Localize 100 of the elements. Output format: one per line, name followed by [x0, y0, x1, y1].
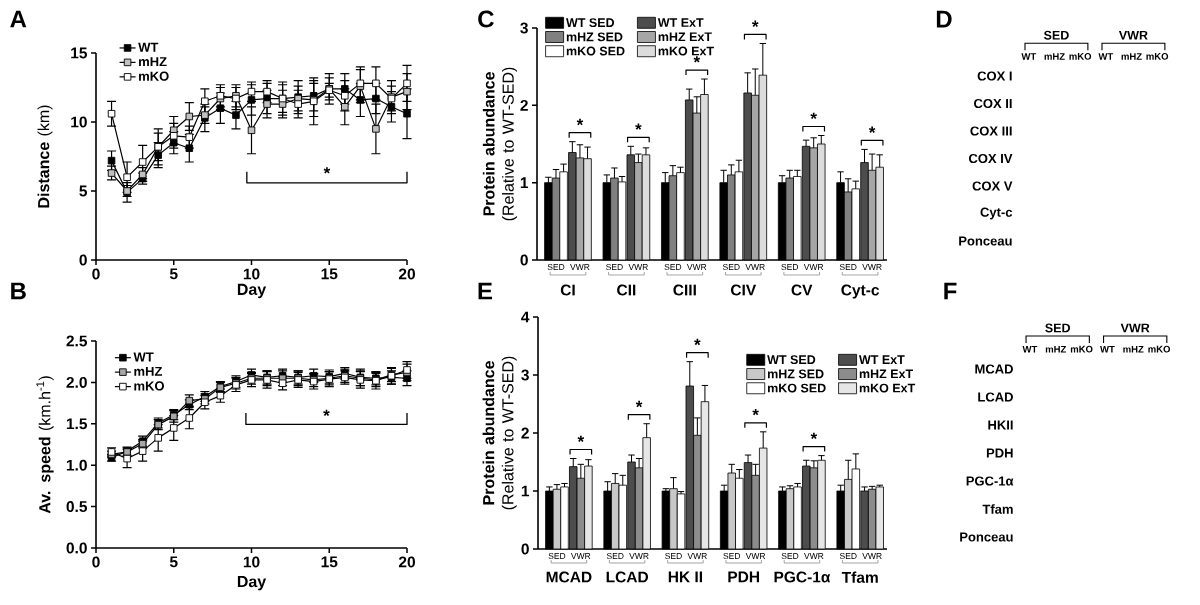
y-tick-label: 0.0	[66, 542, 87, 554]
legend-label: mHZ SED	[566, 32, 623, 42]
x-tick-label: CV	[791, 284, 813, 296]
annotation: *	[810, 432, 818, 440]
y-tick-label: 2	[520, 99, 528, 111]
x-tick-label: HK II	[668, 571, 703, 583]
text: SED	[1045, 323, 1071, 333]
category-label: WT	[1100, 345, 1115, 353]
text: VWR	[628, 264, 648, 270]
category-label: COX IV	[968, 153, 1013, 164]
legend-label: mKO ExT	[859, 383, 916, 393]
text: SED	[664, 263, 682, 270]
text: VWR	[1120, 323, 1150, 333]
category-label: Ponceau	[960, 532, 1013, 542]
x-tick-label: 15	[321, 268, 338, 280]
category-label: COX I	[977, 71, 1012, 81]
text: VWR	[803, 264, 824, 270]
y-tick-label: 1	[521, 485, 530, 497]
x-axis-title: Day	[237, 283, 267, 299]
y-tick-label: 10	[71, 116, 87, 128]
legend-label: WT	[133, 352, 154, 362]
text: VWR	[804, 553, 824, 559]
y-axis-title: Protein abundance (Relative to WT-SED)	[482, 67, 517, 221]
y-tick-label: 1.5	[66, 418, 88, 430]
text: VWR	[570, 553, 591, 559]
text: F	[944, 282, 957, 300]
x-tick-label: 20	[398, 268, 415, 280]
x-tick-label: 5	[169, 556, 178, 568]
legend-label: WT	[138, 42, 159, 52]
annotation: *	[868, 126, 876, 133]
y-tick-label: 2.5	[66, 335, 88, 347]
x-tick-label: CIII	[673, 284, 696, 296]
text: SED	[723, 552, 741, 559]
chart-title: C	[478, 10, 494, 28]
text: VWR	[570, 264, 590, 270]
x-tick-label: MCAD	[546, 571, 592, 583]
y-tick-label: 1	[520, 177, 529, 188]
category-label: LCAD	[978, 392, 1013, 402]
y-tick-label: 3	[521, 369, 529, 381]
y-axis-title: Distance (km)	[37, 105, 53, 208]
legend-label: mKO SED	[767, 383, 826, 393]
x-tick-label: LCAD	[606, 571, 649, 583]
legend-label: mHZ	[139, 57, 167, 67]
category-label: mHZ	[1045, 345, 1067, 353]
y-tick-label: 4	[521, 311, 530, 323]
x-tick-label: CII	[617, 284, 636, 296]
legend-label: mKO	[134, 381, 164, 391]
text: VWR	[862, 264, 882, 270]
x-tick-label: PDH	[728, 571, 759, 583]
x-tick-label: Tfam	[841, 571, 878, 583]
category-label: COX III	[970, 126, 1012, 136]
legend-label: mKO SED	[566, 46, 625, 56]
y-tick-label: 0	[521, 543, 529, 555]
x-tick-label: 20	[398, 556, 415, 568]
text: VWR	[862, 553, 882, 559]
category-label: Ponceau	[959, 236, 1012, 246]
text: VWR	[687, 553, 707, 559]
category-label: mHZ	[1123, 345, 1144, 353]
category-label: WT	[1098, 53, 1114, 60]
category-label: Tfam	[982, 504, 1013, 514]
category-label: Cyt-c	[980, 207, 1013, 220]
legend-label: mHZ ExT	[658, 32, 712, 42]
y-tick-label: 5	[79, 185, 88, 197]
y-tick-label: 1.0	[66, 459, 87, 471]
y-tick-label: 0.5	[66, 501, 88, 513]
category-label: WT	[1022, 345, 1038, 353]
category-label: WT	[1021, 53, 1037, 60]
legend-label: WT SED	[767, 355, 816, 365]
legend-label: WT SED	[566, 18, 615, 28]
annotation: *	[694, 338, 701, 346]
text: VWR	[745, 553, 766, 559]
annotation: *	[635, 123, 642, 130]
text: SED	[665, 552, 682, 559]
x-axis-title: Day	[237, 576, 267, 591]
x-tick-label: CIV	[730, 284, 757, 296]
legend-label: mKO	[139, 71, 169, 81]
y-tick-label: 15	[71, 47, 88, 59]
chart-title: E	[478, 282, 493, 300]
annotation: *	[577, 435, 585, 442]
text: SED	[722, 263, 740, 270]
category-label: COX II	[974, 98, 1012, 109]
annotation: *	[752, 408, 759, 416]
text: VWR	[686, 264, 707, 270]
x-tick-label: PGC-1α	[774, 571, 831, 583]
text: SED	[606, 552, 624, 559]
annotation: *	[576, 118, 584, 126]
x-tick-label: 15	[321, 556, 338, 568]
y-tick-label: 3	[520, 22, 528, 34]
text: VWR	[1118, 30, 1148, 40]
category-label: MCAD	[975, 364, 1013, 374]
annotation: *	[323, 167, 331, 174]
category-label: COX V	[972, 181, 1013, 191]
text: SED	[839, 552, 857, 559]
legend-label: WT ExT	[858, 355, 905, 364]
text: SED	[547, 263, 565, 270]
annotation: *	[693, 56, 701, 63]
text: D	[936, 10, 952, 28]
legend-label: mHZ SED	[767, 369, 824, 379]
annotation: *	[635, 400, 643, 408]
x-tick-label: Cyt-c	[841, 284, 880, 299]
